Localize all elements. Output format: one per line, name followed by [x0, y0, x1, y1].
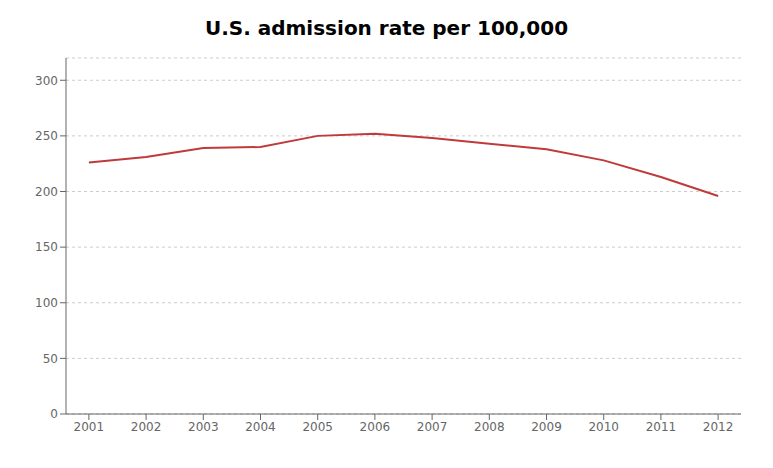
- svg-text:100: 100: [35, 296, 58, 310]
- svg-text:2011: 2011: [646, 420, 677, 434]
- svg-text:2003: 2003: [188, 420, 219, 434]
- svg-text:2010: 2010: [588, 420, 619, 434]
- svg-text:2009: 2009: [531, 420, 562, 434]
- svg-text:2004: 2004: [245, 420, 276, 434]
- svg-text:2008: 2008: [474, 420, 505, 434]
- svg-text:200: 200: [35, 185, 58, 199]
- svg-text:2005: 2005: [302, 420, 333, 434]
- svg-text:150: 150: [35, 240, 58, 254]
- svg-text:250: 250: [35, 129, 58, 143]
- svg-text:2001: 2001: [74, 420, 105, 434]
- svg-text:50: 50: [43, 352, 58, 366]
- svg-text:300: 300: [35, 74, 58, 88]
- svg-text:2012: 2012: [703, 420, 734, 434]
- svg-text:2006: 2006: [360, 420, 391, 434]
- svg-text:2002: 2002: [131, 420, 162, 434]
- svg-text:2007: 2007: [417, 420, 448, 434]
- svg-text:0: 0: [50, 407, 58, 421]
- html-text:U.S. admission rate per 100,00: U.S. admission rate per 100,000: [204, 16, 569, 40]
